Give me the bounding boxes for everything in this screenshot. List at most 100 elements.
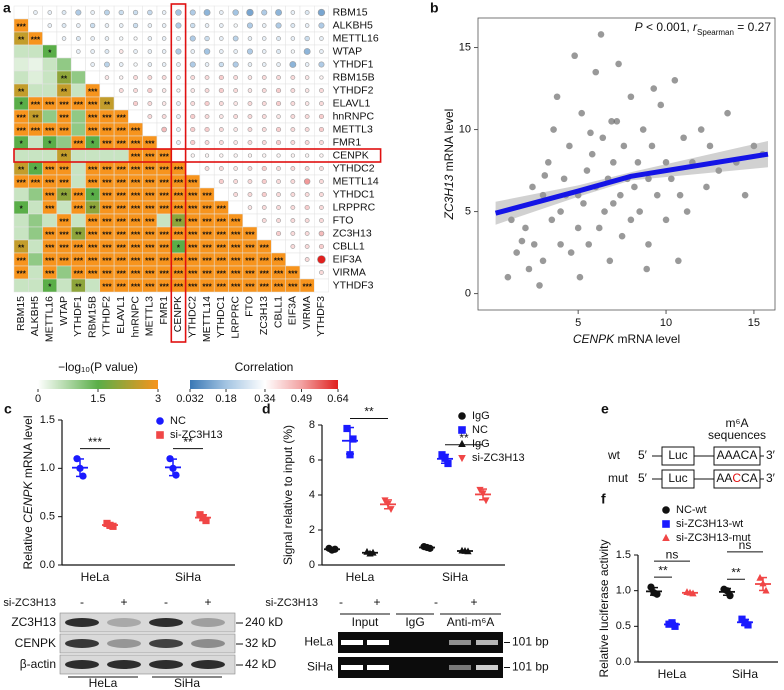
star-label: *** xyxy=(74,101,84,110)
correlation-dot xyxy=(232,61,239,68)
significance-cell xyxy=(70,70,86,85)
star-label: *** xyxy=(131,166,141,175)
significance-cell xyxy=(28,239,43,254)
star-label: *** xyxy=(145,205,155,214)
correlation-dot xyxy=(318,22,325,29)
point xyxy=(508,216,515,224)
point xyxy=(618,232,626,240)
star-label: *** xyxy=(145,192,155,201)
point xyxy=(476,486,484,494)
blot-band xyxy=(191,639,225,648)
point xyxy=(539,191,547,199)
y-tick-label: 4 xyxy=(309,489,315,501)
correlation-dot xyxy=(47,10,52,15)
point xyxy=(518,237,526,245)
correlation-dot xyxy=(176,101,181,106)
star-label: *** xyxy=(102,166,112,175)
point xyxy=(662,506,670,514)
point xyxy=(650,589,658,597)
point xyxy=(529,183,536,191)
star-label: ** xyxy=(61,75,68,84)
cell xyxy=(314,278,329,293)
star-label: * xyxy=(20,205,24,214)
blot-band xyxy=(149,639,183,648)
significance-cell xyxy=(28,135,43,150)
significance-cell xyxy=(42,148,58,163)
star-label: *** xyxy=(31,101,41,110)
correlation-dot xyxy=(304,75,310,80)
correlation-dot xyxy=(147,114,153,119)
star-label: *** xyxy=(174,231,184,240)
luc-label: Luc xyxy=(668,448,687,462)
significance-cell xyxy=(42,213,58,228)
correlation-dot xyxy=(247,127,253,132)
correlation-dot xyxy=(161,126,167,133)
correlation-dot xyxy=(275,9,282,16)
sequence-box xyxy=(713,469,761,489)
correlation-dot xyxy=(161,101,167,106)
correlation-dot xyxy=(218,87,224,94)
correlation-dot xyxy=(218,166,224,171)
star-label: *** xyxy=(74,257,84,266)
row-label: ELAVL1 xyxy=(333,97,371,109)
point xyxy=(645,175,652,183)
significance-cell xyxy=(85,278,101,293)
treatment-sign: + xyxy=(204,595,211,609)
y-tick-label: 0.5 xyxy=(40,511,55,523)
correlation-dot xyxy=(203,9,211,16)
correlation-dot xyxy=(262,23,267,28)
correlation-dot xyxy=(75,9,82,16)
correlation-dot xyxy=(289,61,297,68)
point xyxy=(643,265,651,273)
point xyxy=(580,200,587,207)
star-label: *** xyxy=(131,205,141,214)
correlation-dot xyxy=(319,75,324,80)
construct-name: mut xyxy=(608,471,629,485)
gel-band xyxy=(476,665,498,670)
correlation-dot xyxy=(204,100,210,107)
star-label: ** xyxy=(32,114,39,123)
correlation-dot xyxy=(190,139,196,146)
star-label: *** xyxy=(145,166,155,175)
luc-label: Luc xyxy=(668,471,687,485)
correlation-dot xyxy=(147,49,153,54)
significance-cell xyxy=(56,135,72,150)
star-label: *** xyxy=(245,244,255,253)
point xyxy=(199,514,207,522)
point xyxy=(634,159,642,166)
star-label: *** xyxy=(117,205,127,214)
correlation-dot xyxy=(304,101,310,106)
point xyxy=(346,451,354,459)
correlation-dot xyxy=(247,192,253,197)
point xyxy=(557,208,564,215)
star-label: *** xyxy=(145,179,155,188)
correlation-dot xyxy=(305,153,310,158)
column-label: YTHDF1 xyxy=(72,296,84,337)
size-label: 42 kD xyxy=(245,657,277,671)
star-label: *** xyxy=(45,205,55,214)
sequence: AACCA xyxy=(716,471,757,485)
point xyxy=(741,619,749,627)
correlation-dot xyxy=(147,9,153,16)
correlation-dot xyxy=(176,88,181,93)
star-label: *** xyxy=(88,101,98,110)
y-tick-label: 1.5 xyxy=(40,414,55,426)
star-label: *** xyxy=(245,231,255,240)
point xyxy=(756,573,764,581)
correlation-dot xyxy=(304,62,310,67)
correlation-dot xyxy=(90,49,95,54)
legend-label: NC xyxy=(170,415,186,427)
significance-cell xyxy=(42,83,58,98)
cell xyxy=(285,252,301,267)
row-label: RBM15 xyxy=(333,6,368,18)
star-label: * xyxy=(91,140,95,149)
star-label: *** xyxy=(88,88,98,97)
cell xyxy=(185,161,201,176)
correlation-dot xyxy=(276,114,281,119)
star-label: *** xyxy=(88,244,98,253)
star-label: *** xyxy=(59,231,69,240)
correlation-dot xyxy=(132,9,139,16)
point xyxy=(525,265,533,273)
header: sequences xyxy=(708,428,766,442)
star-label: *** xyxy=(159,153,169,162)
